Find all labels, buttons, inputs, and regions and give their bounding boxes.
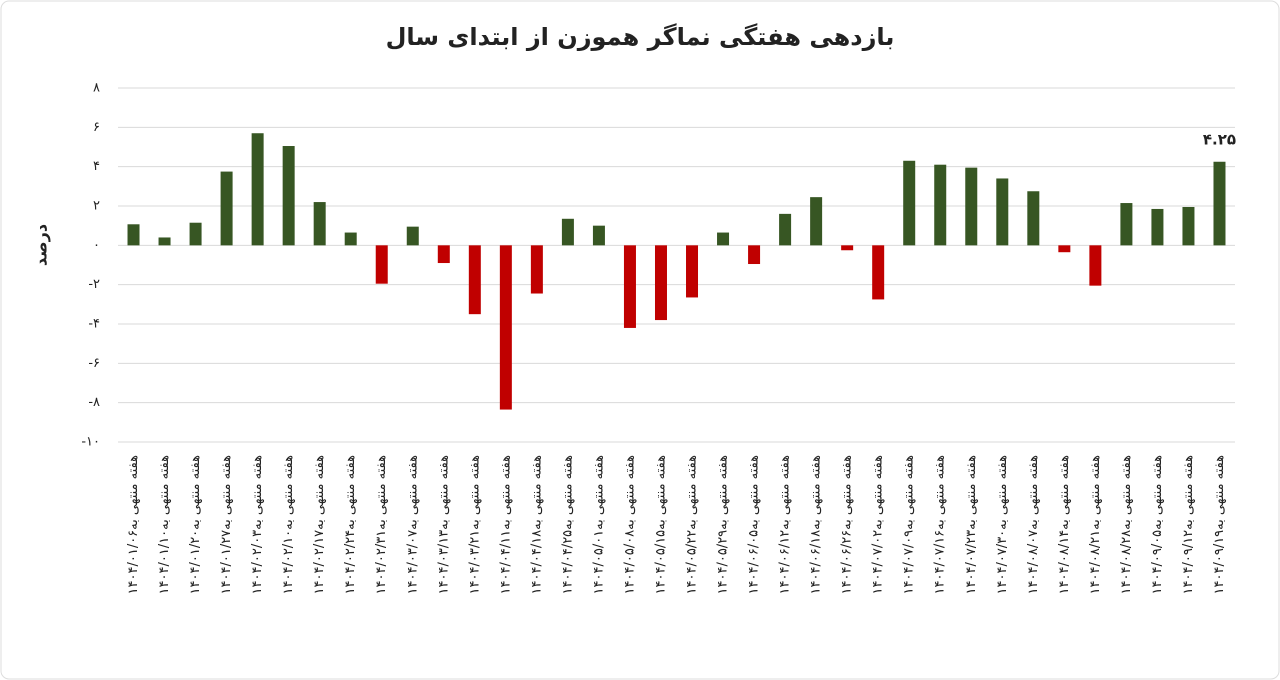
- bar: [1120, 203, 1133, 246]
- x-tick-label: هفته منتهی به۱۴۰۴/۰۵/۲۹: [716, 455, 731, 595]
- bar: [717, 232, 730, 246]
- x-tick-label: هفته منتهی به۱۴۰۴/۰۴/۱۱: [498, 455, 513, 595]
- y-tick-label: -۸: [88, 395, 100, 410]
- bar: [872, 245, 885, 300]
- x-tick-label: هفته منتهی به۱۴۰۴/۰۸/۱۴: [1057, 455, 1072, 595]
- bar: [437, 245, 450, 264]
- bar: [282, 146, 295, 246]
- x-tick-label: هفته منتهی به۱۴۰۴/۰۱/۲۰: [188, 455, 203, 595]
- x-tick-label: هفته منتهی به۱۴۰۴/۰۷/۰۲: [871, 455, 886, 595]
- x-tick-label: هفته منتهی به۱۴۰۴/۰۲/۳۱: [374, 455, 389, 595]
- y-tick-label: ۶: [93, 120, 100, 135]
- bar: [344, 232, 357, 246]
- data-label: ۴.۲۵: [1203, 130, 1236, 148]
- bar: [592, 225, 605, 246]
- x-tick-label: هفته منتهی به۱۴۰۴/۰۶/۱۸: [809, 455, 824, 595]
- bar: [251, 133, 264, 246]
- x-tick-label: هفته منتهی به۱۴۰۴/۰۵/۲۲: [685, 455, 700, 595]
- x-tick-label: هفته منتهی به۱۴۰۴/۰۵/۱۵: [653, 455, 668, 595]
- x-tick-label: هفته منتهی به۱۴۰۴/۰۱/۲۷: [219, 455, 234, 595]
- bar: [686, 245, 699, 298]
- x-tick-label: هفته منتهی به۱۴۰۴/۰۹/۱۲: [1181, 455, 1196, 595]
- bar: [530, 245, 543, 294]
- bar: [965, 167, 978, 246]
- x-tick-label: هفته منتهی به۱۴۰۴/۰۳/۱۳: [436, 455, 451, 595]
- y-axis-label: درصد: [32, 224, 51, 266]
- bar: [313, 202, 326, 246]
- y-tick-label: ۴: [93, 159, 100, 174]
- x-tick-label: هفته منتهی به۱۴۰۴/۰۴/۲۵: [560, 455, 575, 595]
- bar: [375, 245, 388, 284]
- y-tick-label: ۰: [93, 238, 100, 253]
- bar: [220, 171, 233, 246]
- bar: [903, 160, 916, 246]
- x-tick-label: هفته منتهی به۱۴۰۴/۰۹/۱۹: [1212, 455, 1227, 595]
- x-tick-label: هفته منتهی به۱۴۰۴/۰۱/۰۶: [126, 455, 141, 595]
- x-tick-label: هفته منتهی به۱۴۰۴/۰۷/۳۰: [995, 455, 1010, 595]
- x-tick-label: هفته منتهی به۱۴۰۴/۰۷/۱۶: [933, 455, 948, 595]
- bar: [996, 178, 1009, 246]
- bar: [499, 245, 512, 410]
- bar: [748, 245, 761, 265]
- x-tick-label: هفته منتهی به۱۴۰۴/۰۸/۰۷: [1026, 455, 1041, 595]
- bar: [623, 245, 636, 328]
- x-tick-label: هفته منتهی به۱۴۰۴/۰۹/۰۵: [1150, 455, 1165, 595]
- bar: [1058, 245, 1071, 253]
- x-tick-label: هفته منتهی به۱۴۰۴/۰۸/۲۱: [1088, 455, 1103, 595]
- bar: [1151, 208, 1164, 246]
- x-tick-label: هفته منتهی به۱۴۰۴/۰۷/۲۳: [964, 455, 979, 595]
- x-tick-label: هفته منتهی به۱۴۰۴/۰۶/۰۵: [747, 455, 762, 595]
- bar: [1089, 245, 1102, 286]
- bar: [1182, 206, 1195, 246]
- y-tick-label: -۴: [88, 317, 100, 332]
- x-tick-label: هفته منتهی به۱۴۰۴/۰۱/۱۰: [157, 455, 172, 595]
- x-tick-label: هفته منتهی به۱۴۰۴/۰۷/۰۹: [902, 455, 917, 595]
- y-tick-label: ۲: [93, 199, 100, 214]
- y-tick-label: -۲: [88, 277, 100, 292]
- bar: [1027, 191, 1040, 246]
- bar: [934, 164, 947, 246]
- x-tick-label: هفته منتهی به۱۴۰۴/۰۲/۲۴: [343, 455, 358, 595]
- bar: [841, 245, 854, 251]
- bar: [779, 213, 792, 246]
- bar: [561, 218, 574, 246]
- x-tick-label: هفته منتهی به۱۴۰۴/۰۵/۰۱: [591, 455, 606, 595]
- y-tick-label: -۱۰: [81, 435, 100, 450]
- x-tick-label: هفته منتهی به۱۴۰۴/۰۲/۱۷: [312, 455, 327, 595]
- bar: [158, 237, 171, 246]
- y-tick-label: -۶: [88, 356, 100, 371]
- bar: [468, 245, 481, 315]
- x-tick-label: هفته منتهی به۱۴۰۴/۰۲/۱۰: [281, 455, 296, 595]
- y-tick-label: ۸: [93, 81, 100, 96]
- x-tick-label: هفته منتهی به۱۴۰۴/۰۳/۲۱: [467, 455, 482, 595]
- x-tick-label: هفته منتهی به۱۴۰۴/۰۶/۲۶: [840, 455, 855, 595]
- bar: [810, 197, 823, 246]
- x-tick-label: هفته منتهی به۱۴۰۴/۰۸/۲۸: [1119, 455, 1134, 595]
- bar: [189, 222, 202, 246]
- bar: [406, 226, 419, 246]
- x-tick-label: هفته منتهی به۱۴۰۴/۰۲/۰۳: [250, 455, 265, 595]
- chart-title: بازدهی هفتگی نماگر هموزن از ابتدای سال: [386, 23, 895, 51]
- bar: [654, 245, 667, 321]
- bar: [127, 224, 140, 246]
- x-tick-label: هفته منتهی به۱۴۰۴/۰۶/۱۲: [778, 455, 793, 595]
- bar: [1213, 161, 1226, 246]
- x-tick-label: هفته منتهی به۱۴۰۴/۰۴/۱۸: [529, 455, 544, 595]
- x-tick-label: هفته منتهی به۱۴۰۴/۰۳/۰۷: [405, 455, 420, 595]
- x-tick-label: هفته منتهی به۱۴۰۴/۰۵/۰۸: [622, 455, 637, 595]
